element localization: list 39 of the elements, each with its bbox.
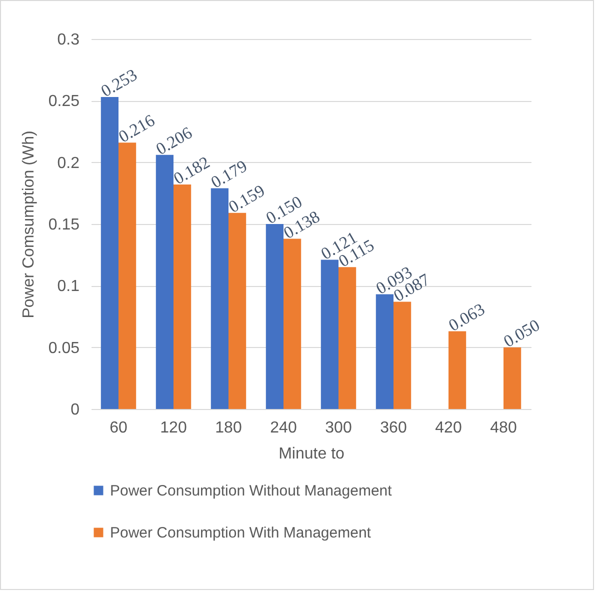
data-label: 0.253 xyxy=(98,65,140,101)
y-axis-title: Power Comsumption (Wh) xyxy=(20,130,38,318)
bar xyxy=(448,331,466,409)
x-axis-title: Minute to xyxy=(278,446,345,462)
bar xyxy=(338,267,356,409)
x-tick-label: 240 xyxy=(270,420,297,436)
bar xyxy=(228,212,246,409)
bar xyxy=(376,294,394,409)
bar xyxy=(118,142,136,409)
x-tick-label: 420 xyxy=(435,420,462,436)
bar xyxy=(284,238,302,409)
y-tick-label: 0.05 xyxy=(48,340,80,357)
bar xyxy=(394,302,412,409)
y-tick-label: 0.2 xyxy=(57,154,80,172)
x-tick-label: 360 xyxy=(380,420,407,436)
data-label: 0.182 xyxy=(170,152,213,188)
bar xyxy=(156,154,174,409)
x-tick-label: 480 xyxy=(490,420,517,436)
legend-label: Power Consumption With Management xyxy=(110,524,372,542)
bar xyxy=(266,224,284,409)
y-tick-label: 0.15 xyxy=(48,216,80,234)
y-tick-label: 0.25 xyxy=(48,93,80,110)
bar xyxy=(100,96,118,409)
x-tick-label: 300 xyxy=(325,420,352,436)
bar xyxy=(504,347,522,409)
data-label: 0.063 xyxy=(445,299,488,336)
x-tick-label: 120 xyxy=(160,420,187,436)
bar xyxy=(320,260,338,409)
y-tick-label: 0.3 xyxy=(57,32,80,48)
legend-label: Power Consumption Without Management xyxy=(110,482,393,500)
x-tick-label: 60 xyxy=(110,420,128,436)
y-tick-label: 0 xyxy=(70,402,80,418)
data-label: 0.050 xyxy=(500,315,543,352)
data-label: 0.216 xyxy=(115,110,158,146)
bar xyxy=(210,188,228,409)
data-label: 0.159 xyxy=(225,181,268,217)
y-tick-label: 0.1 xyxy=(57,278,80,296)
bar xyxy=(174,184,192,409)
x-tick-label: 180 xyxy=(215,420,242,436)
